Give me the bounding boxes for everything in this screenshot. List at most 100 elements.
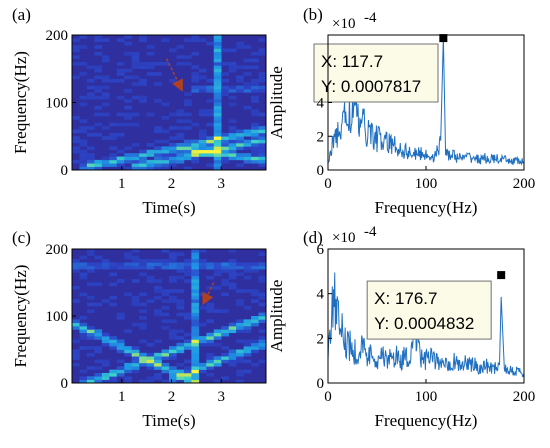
spectrogram-cell — [213, 99, 222, 103]
spectrogram-cell — [131, 259, 140, 263]
spectrogram-cell — [94, 163, 103, 167]
spectrogram-cell — [251, 146, 259, 151]
spectrogram-cell — [198, 129, 207, 134]
spectrogram-cell — [94, 359, 103, 364]
spectrogram-cell — [213, 272, 222, 277]
spectrogram-cell — [86, 85, 95, 90]
spectrogram-cell — [183, 262, 192, 267]
spectrogram-cell — [198, 369, 207, 374]
spectrogram-cell — [191, 153, 200, 157]
spectrogram-cell — [213, 109, 222, 113]
spectrogram-cell — [183, 156, 192, 161]
spectrogram-cell — [154, 146, 162, 151]
datatip: X: 117.7 Y: 0.0007817 — [313, 43, 439, 103]
spectrogram-cell — [213, 116, 222, 120]
spectrogram-cell — [176, 132, 185, 137]
spectrogram-cell — [251, 149, 259, 154]
spectrogram-cell — [251, 51, 259, 56]
spectrogram-cell — [258, 339, 267, 344]
spectrogram-cell — [154, 262, 162, 267]
spectrogram-cell — [154, 312, 162, 317]
spectrogram-cell — [198, 339, 207, 344]
spectrogram-cell — [154, 72, 162, 76]
spectrogram-cell — [221, 356, 229, 360]
spectrogram-cell — [124, 112, 132, 117]
spectrogram-cell — [258, 38, 267, 43]
spectrogram-cell — [236, 326, 244, 330]
spectrogram-cell — [109, 369, 118, 374]
spectrogram-cell — [139, 352, 147, 357]
spectrogram-cell — [243, 319, 252, 323]
spectrogram-cell — [101, 339, 110, 344]
spectrogram-cell — [94, 366, 103, 370]
spectrogram-cell — [131, 153, 140, 157]
panel-label: (a) — [12, 5, 31, 24]
spectrogram-cell — [183, 265, 192, 270]
spectrogram-cell — [101, 362, 110, 367]
spectrogram-cell — [86, 282, 95, 287]
spectrogram-cell — [236, 339, 244, 344]
datatip-y-text: Y: 0.0004832 — [374, 314, 474, 333]
spectrogram-cell — [243, 305, 252, 310]
spectrogram-cell — [251, 95, 259, 100]
spectrogram-cell — [131, 359, 140, 364]
spectrogram-cell — [86, 252, 95, 256]
spectrogram-cell — [124, 156, 132, 161]
spectrogram-cell — [236, 262, 244, 267]
x-tick-label: 2 — [168, 176, 176, 192]
spectrogram-cell — [79, 265, 88, 270]
spectrogram-cell — [109, 163, 118, 167]
spectrogram-cell — [258, 292, 267, 297]
spectrogram-cell — [116, 265, 125, 270]
spectrogram-cell — [213, 336, 222, 340]
spectrogram-cell — [236, 289, 244, 293]
spectrogram-cell — [124, 105, 132, 110]
spectrogram-cell — [86, 265, 95, 270]
spectrogram-cell — [213, 119, 222, 124]
spectrogram-cell — [258, 163, 267, 167]
spectrogram-cell — [176, 45, 185, 49]
spectrogram-cell — [191, 302, 200, 307]
spectrogram-cell — [258, 51, 267, 56]
spectrogram-cell — [139, 262, 147, 267]
spectrogram-cell — [131, 82, 140, 86]
spectrogram-cell — [154, 163, 162, 167]
spectrogram-cell — [169, 163, 177, 167]
spectrogram-cell — [251, 322, 259, 327]
spectrogram-cell — [86, 65, 95, 70]
spectrogram-cell — [191, 279, 200, 283]
spectrogram-cell — [154, 153, 162, 157]
spectrogram-cell — [206, 78, 215, 83]
spectrogram-cell — [213, 72, 222, 76]
spectrogram-cell — [169, 319, 177, 323]
spectrogram-cell — [116, 72, 125, 76]
spectrogram-cell — [183, 112, 192, 117]
spectrogram-cell — [221, 376, 229, 380]
spectrogram-cell — [101, 112, 110, 117]
spectrogram-cell — [251, 289, 259, 293]
spectrogram-cell — [124, 122, 132, 127]
spectrogram-cell — [161, 265, 170, 270]
spectrogram-cell — [146, 262, 155, 267]
spectrogram-cell — [251, 122, 259, 127]
y-axis-label: Frequency(Hz) — [11, 265, 30, 368]
spectrogram-cell — [213, 92, 222, 97]
spectrogram-cell — [169, 352, 177, 357]
spectrogram-cell — [206, 362, 215, 367]
spectrogram-cell — [191, 379, 200, 384]
spectrogram-cell — [139, 82, 147, 86]
spectrogram-cell — [236, 146, 244, 151]
spectrogram-cell — [206, 163, 215, 167]
spectrogram-cell — [258, 262, 267, 267]
spectrogram-cell — [131, 255, 140, 260]
spectrogram-cell — [161, 139, 170, 144]
spectrogram-cell — [79, 166, 88, 171]
spectrogram-cell — [109, 372, 118, 377]
spectrogram-cell — [228, 156, 237, 161]
spectrogram-cell — [72, 265, 80, 270]
spectrogram-cell — [213, 166, 222, 171]
spectrogram-cell — [154, 259, 162, 263]
spectrogram-cell — [94, 346, 103, 350]
spectrogram-cell — [191, 312, 200, 317]
